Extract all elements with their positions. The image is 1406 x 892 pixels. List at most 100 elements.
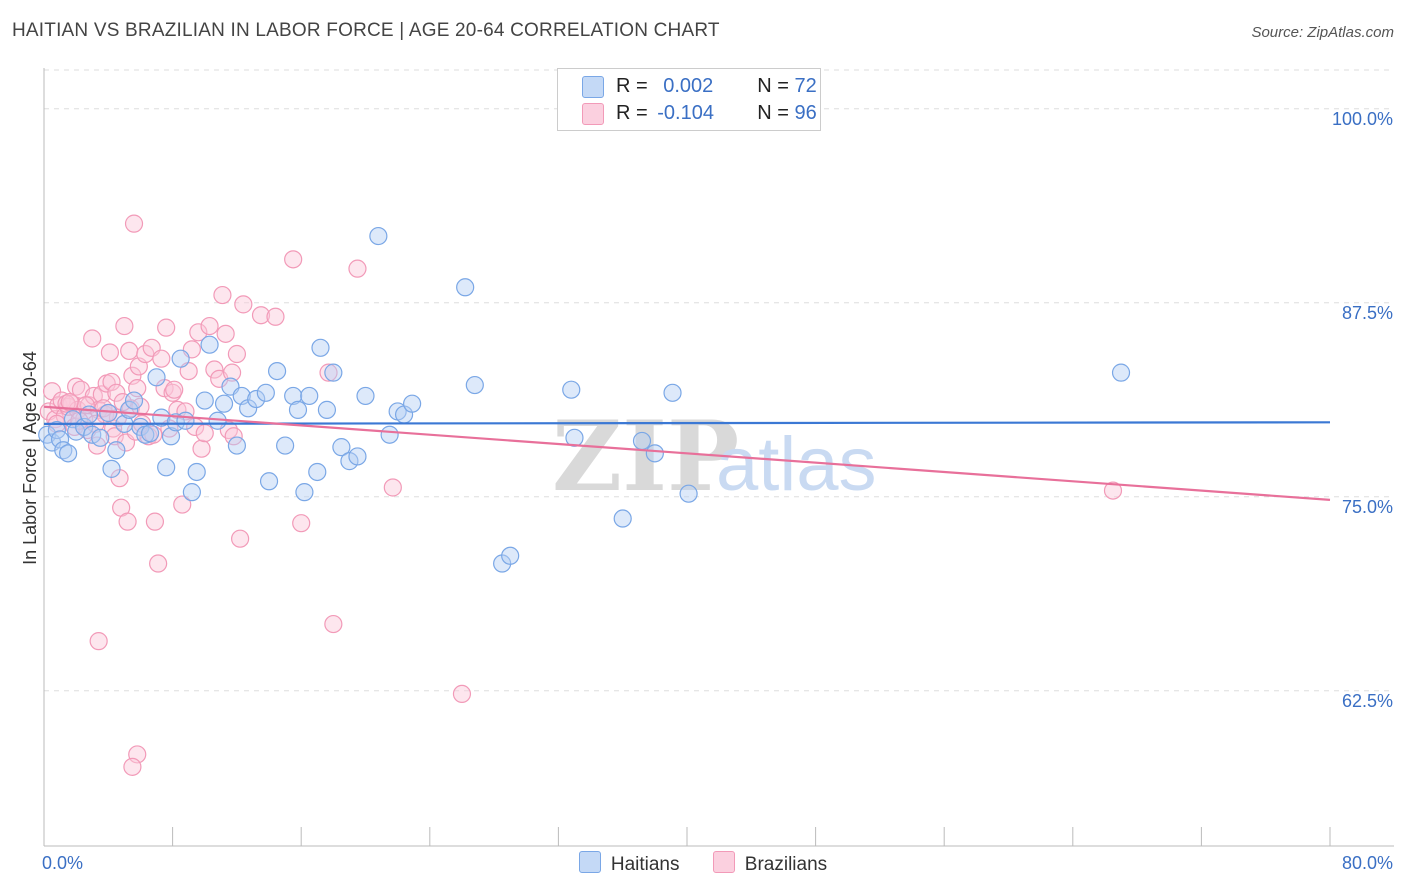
haitians-point-21 [147,368,166,387]
haitians-point-13 [102,459,121,478]
brazilians-point-46 [152,349,171,368]
brazilians-point-81 [1103,481,1123,500]
haitians-point-11 [91,428,110,447]
haitians-point-44 [288,400,308,419]
haitians-point-38 [247,389,266,409]
brazilians-point-60 [195,424,214,443]
haitians-point-14 [107,441,126,460]
y-tick-label-1: 75.0% [1342,497,1393,517]
brazilians-point-62 [205,360,224,379]
haitians-point-61 [465,375,484,395]
legend-row-brazilians: R = -0.104 N = 96 [582,102,817,128]
haitians-point-20 [140,424,160,443]
legend-item-brazilians[interactable]: Brazilians [712,851,828,876]
haitians-point-35 [227,436,246,455]
haitians-point-66 [613,509,632,528]
brazilians-point-73 [266,307,285,326]
watermark-zip: ZIP [552,400,739,513]
haitians-point-69 [663,383,682,402]
haitians-trend-line [43,421,1331,425]
haitians-n-label: N = [757,75,795,97]
brazilians-point-19 [92,385,111,404]
brazilians-point-58 [189,323,208,342]
haitians-point-41 [267,361,287,381]
brazilians-point-23 [102,372,121,392]
brazilians-point-61 [200,316,219,336]
tick-labels: 62.5% 75.0% 87.5% 100.0% 0.0% 80.0% [42,109,1393,873]
x-tick-label-max: 80.0% [1342,853,1393,873]
y-axis-label: In Labor Force | Age 20-64 [20,351,40,565]
haitians-r-value: 0.002 [663,75,714,97]
haitians-legend-label: Haitians [610,854,680,875]
brazilians-point-83 [89,632,108,651]
haitians-point-71 [1111,363,1131,382]
haitians-point-24 [161,427,181,446]
brazilians-point-91 [60,393,79,412]
brazilians-trend-line [43,405,1331,502]
haitians-point-60 [456,278,475,297]
brazilians-point-45 [149,554,168,573]
brazilians-point-69 [227,344,246,364]
brazilians-point-79 [383,478,402,497]
haitians-point-68 [645,444,664,463]
haitians-point-27 [176,411,195,430]
haitians-n-value: 72 [794,75,817,97]
brazilians-point-51 [165,380,184,399]
haitians-point-59 [403,394,422,413]
haitians-point-40 [259,472,279,491]
haitians-legend-swatch [578,851,601,873]
haitians-point-49 [317,400,337,419]
haitians-point-28 [182,483,201,502]
haitians-point-48 [311,338,330,357]
haitians-point-5 [59,444,78,463]
brazilians-n-label: N = [757,102,795,124]
haitians-point-50 [324,363,343,382]
haitians-point-47 [308,462,327,482]
brazilians-point-50 [163,383,182,402]
brazilians-point-64 [213,285,232,305]
haitians-point-43 [284,386,303,406]
haitians-r-label: R = [616,75,654,97]
brazilians-point-78 [348,259,367,278]
brazilians-point-65 [216,324,235,343]
series-legend: Haitians Brazilians [0,851,1406,876]
haitians-point-31 [200,335,219,354]
haitians-point-54 [356,386,375,406]
haitians-point-30 [195,391,214,410]
haitians-point-70 [679,484,698,503]
brazilians-point-30 [115,316,134,336]
brazilians-r-value: -0.104 [657,102,714,124]
haitians-point-55 [369,226,388,246]
haitians-point-29 [187,462,206,482]
haitians-point-33 [214,394,234,413]
brazilians-legend-label: Brazilians [744,854,828,875]
brazilians-point-67 [222,363,242,382]
legend-item-haitians[interactable]: Haitians [578,851,680,876]
brazilians-point-85 [123,757,142,776]
haitians-point-4 [54,441,73,460]
brazilians-point-72 [251,306,271,325]
brazilians-point-70 [231,529,250,548]
haitians-swatch [582,75,604,98]
haitians-point-3 [50,430,70,449]
brazilians-point-32 [118,512,137,531]
y-tick-label-0: 62.5% [1342,691,1393,711]
brazilians-point-22 [100,343,120,362]
watermark: ZIP atlas [552,400,877,513]
trend-lines [43,405,1331,502]
gridlines [44,69,1394,692]
haitians-point-65 [565,428,584,447]
brazilians-point-53 [173,495,192,514]
haitians-point-22 [152,408,171,427]
brazilians-point-26 [107,383,126,402]
brazilians-r-label: R = [616,102,654,124]
brazilians-n-value: 96 [794,102,817,124]
haitians-point-39 [256,383,275,402]
brazilians-point-15 [83,329,102,348]
brazilians-point-25 [105,427,124,446]
brazilians-point-75 [292,514,311,533]
haitians-point-67 [632,431,652,451]
haitians-point-17 [124,391,144,410]
brazilians-point-59 [192,439,211,458]
